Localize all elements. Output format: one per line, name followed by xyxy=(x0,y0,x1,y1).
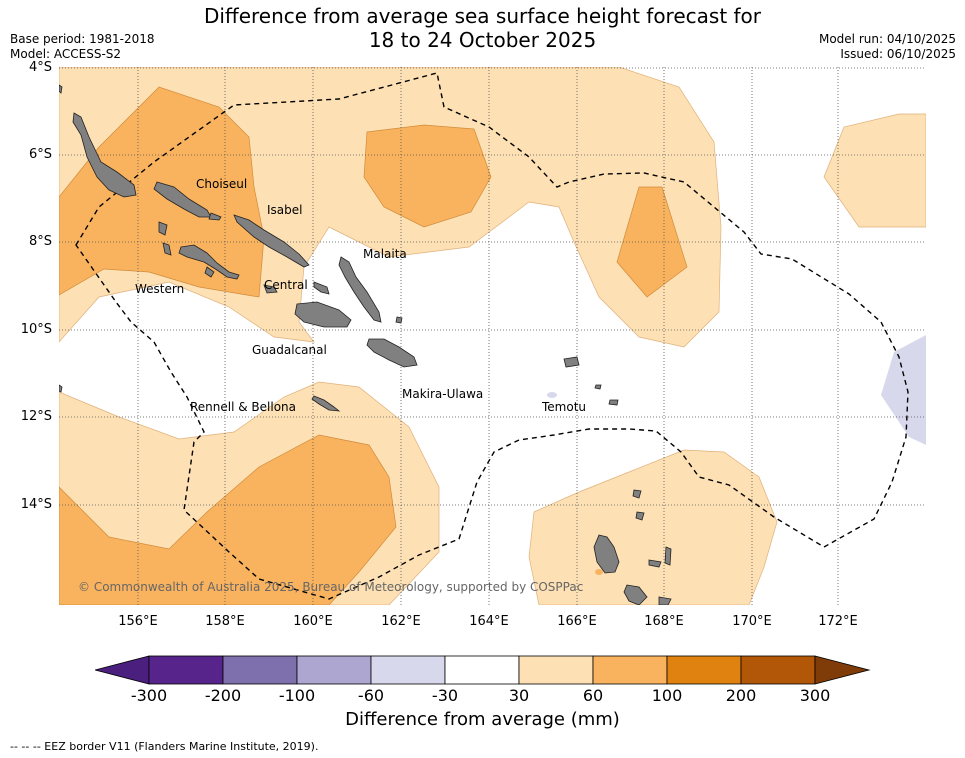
lat-label-4s: 4°S xyxy=(28,60,52,75)
island-choiseul-tip xyxy=(208,212,222,221)
island-ambae xyxy=(648,559,662,568)
island-small-1 xyxy=(594,384,602,390)
island-russell xyxy=(263,284,278,294)
colorbar-tick-4: -60 xyxy=(357,686,385,705)
island-pentecost xyxy=(664,546,672,566)
colorbar-swatch xyxy=(222,655,298,685)
region-label-temotu: Temotu xyxy=(542,400,587,414)
region-label-guadalcanal: Guadalcanal xyxy=(252,343,327,357)
lat-label-10s: 10°S xyxy=(20,322,52,337)
colorbar-swatch xyxy=(518,655,594,685)
colorbar xyxy=(95,655,871,685)
colorbar-tick-3: -100 xyxy=(278,686,316,705)
contour-negative-east xyxy=(881,335,926,445)
lon-label-164e: 164°E xyxy=(469,614,509,629)
map-canvas xyxy=(59,67,926,605)
colorbar-tick-6: 30 xyxy=(508,686,530,705)
colorbar-label: Difference from average (mm) xyxy=(345,709,620,730)
model-run: Model run: 04/10/2025 xyxy=(818,32,956,46)
island-ulawa xyxy=(395,316,403,324)
island-vella-lavella xyxy=(158,221,168,236)
colorbar-tick-10: 300 xyxy=(799,686,831,705)
lon-label-170e: 170°E xyxy=(732,614,772,629)
title-line-2: 18 to 24 October 2025 xyxy=(368,28,597,52)
contour-light-southeast xyxy=(528,449,778,605)
colorbar-swatch xyxy=(148,655,224,685)
lon-label-168e: 168°E xyxy=(644,614,684,629)
contour-medium-south xyxy=(59,434,397,605)
island-santa-cruz xyxy=(563,356,580,368)
colorbar-swatch xyxy=(740,655,816,685)
colorbar-tick-7: 60 xyxy=(582,686,604,705)
lat-label-8s: 8°S xyxy=(28,234,52,249)
island-makira xyxy=(366,338,418,368)
colorbar-extend-low xyxy=(95,655,150,685)
contour-medium-east xyxy=(616,186,688,298)
lat-label-6s: 6°S xyxy=(28,147,52,162)
graticule xyxy=(59,67,926,605)
colorbar-swatch xyxy=(370,655,446,685)
lon-label-160e: 160°E xyxy=(293,614,333,629)
contour-medium-north xyxy=(363,124,492,228)
region-label-western: Western xyxy=(135,282,185,296)
island-bougainville xyxy=(72,112,137,198)
highlight-vanuatu xyxy=(595,569,603,575)
island-ranongga xyxy=(162,242,172,256)
island-rendova xyxy=(204,266,215,278)
contour-60-100 xyxy=(59,86,688,605)
region-label-choiseul: Choiseul xyxy=(196,177,248,191)
island-banks-1 xyxy=(632,489,642,499)
colorbar-tick-5: -30 xyxy=(431,686,459,705)
colorbar-tick-1: -300 xyxy=(130,686,168,705)
island-malaita xyxy=(338,256,382,323)
island-espiritu-santo xyxy=(593,534,620,574)
colorbar-swatch xyxy=(444,655,520,685)
region-label-central: Central xyxy=(264,278,308,292)
region-label-isabel: Isabel xyxy=(267,203,303,217)
lon-label-172e: 172°E xyxy=(818,614,858,629)
base-period: Base period: 1981-2018 xyxy=(10,32,155,46)
eez-legend-note: -- -- -- EEZ border V11 (Flanders Marine… xyxy=(10,740,319,753)
meta-left: Base period: 1981-2018 Model: ACCESS-S2 xyxy=(10,32,155,62)
colorbar-swatch xyxy=(296,655,372,685)
island-west-edge xyxy=(59,84,63,94)
lat-label-14s: 14°S xyxy=(20,497,52,512)
island-epi xyxy=(658,596,672,605)
colorbar-swatches xyxy=(95,655,871,685)
region-label-makira-ulawa: Makira-Ulawa xyxy=(402,387,484,401)
island-guadalcanal xyxy=(294,301,352,328)
eez-border xyxy=(75,72,909,600)
copyright-notice: © Commonwealth of Australia 2025, Bureau… xyxy=(78,580,584,594)
colorbar-tick-8: 100 xyxy=(651,686,683,705)
colorbar-tick-9: 200 xyxy=(725,686,757,705)
colorbar-tick-2: -200 xyxy=(204,686,242,705)
island-isabel xyxy=(233,214,310,268)
lon-label-158e: 158°E xyxy=(205,614,245,629)
island-small-2 xyxy=(608,399,619,406)
lon-label-162e: 162°E xyxy=(381,614,421,629)
colorbar-swatch xyxy=(666,655,742,685)
meta-right: Model run: 04/10/2025 Issued: 06/10/2025 xyxy=(819,32,956,62)
island-new-georgia xyxy=(178,244,240,280)
island-malekula xyxy=(623,584,648,605)
highlight-temotu xyxy=(547,392,557,398)
colorbar-swatch xyxy=(592,655,668,685)
contour-light-east xyxy=(823,113,926,228)
island-choiseul xyxy=(153,181,212,218)
model-name: Model: ACCESS-S2 xyxy=(10,47,122,61)
lon-label-166e: 166°E xyxy=(557,614,597,629)
island-florida xyxy=(313,281,330,295)
island-banks-2 xyxy=(635,511,645,521)
map-title: Difference from average sea surface heig… xyxy=(0,4,965,52)
region-label-rennell-bellona: Rennell & Bellona xyxy=(190,400,297,414)
region-label-malaita: Malaita xyxy=(363,247,407,261)
lon-label-156e: 156°E xyxy=(118,614,158,629)
island-rennell xyxy=(311,395,341,412)
title-line-1: Difference from average sea surface heig… xyxy=(203,4,762,28)
colorbar-extend-high xyxy=(814,655,871,685)
lat-label-12s: 12°S xyxy=(20,409,52,424)
island-west-edge-2 xyxy=(59,384,63,393)
land xyxy=(59,84,672,605)
issued-date: Issued: 06/10/2025 xyxy=(840,47,956,61)
